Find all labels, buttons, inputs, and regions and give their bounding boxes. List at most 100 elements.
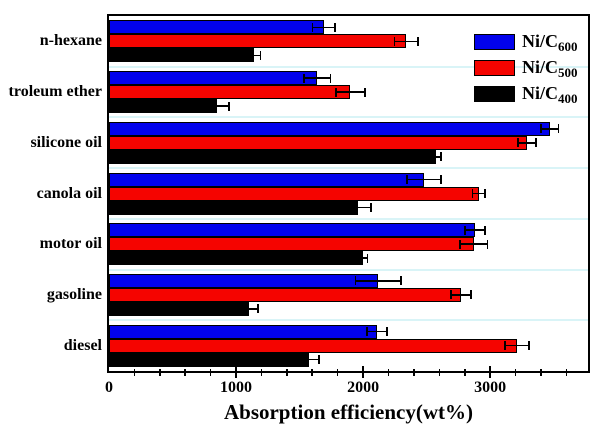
error-bar-cap: [318, 355, 320, 365]
error-bar-cap: [440, 175, 442, 185]
bar: [109, 200, 359, 215]
x-axis-title: Absorption efficiency(wt%): [223, 400, 474, 424]
x-minor-tick: [514, 369, 517, 376]
bar: [109, 251, 364, 266]
error-bar: [429, 156, 442, 158]
x-minor-tick: [286, 369, 288, 376]
legend-label: Ni/C600: [522, 31, 578, 54]
error-bar: [238, 308, 259, 310]
x-minor-tick: [438, 369, 441, 376]
x-minor-tick: [260, 369, 263, 376]
x-tick-label: 3000: [474, 379, 507, 396]
legend-swatch: [474, 85, 515, 102]
legend-swatch: [474, 59, 515, 76]
error-bar-cap: [364, 87, 366, 97]
error-bar: [246, 54, 262, 57]
x-minor-tick: [336, 369, 339, 376]
error-bar: [366, 330, 388, 333]
error-bar: [517, 142, 537, 144]
x-minor-tick: [184, 369, 187, 376]
error-bar-cap: [311, 22, 314, 32]
error-bar-cap: [450, 290, 452, 300]
error-bar: [464, 229, 486, 232]
error-bar-cap: [557, 124, 560, 134]
error-bar: [344, 206, 372, 209]
error-bar: [540, 128, 560, 130]
error-bar-cap: [344, 203, 346, 213]
error-bar-cap: [334, 22, 336, 32]
x-minor-tick: [311, 369, 314, 376]
x-minor-tick: [413, 369, 415, 376]
error-bar: [450, 294, 472, 296]
group-separator-gridline: [109, 268, 588, 271]
error-bar: [354, 280, 402, 282]
error-bar-cap: [484, 225, 486, 235]
x-minor-tick: [540, 369, 542, 376]
legend-item: Ni/C500: [474, 57, 578, 80]
group-separator-gridline: [109, 319, 588, 322]
error-bar: [335, 91, 366, 93]
bar: [109, 121, 550, 136]
error-bar-cap: [298, 355, 300, 365]
category-label: canola oil: [36, 184, 102, 202]
error-bar-cap: [440, 152, 442, 162]
error-bar-cap: [486, 239, 489, 249]
error-bar-cap: [406, 175, 408, 185]
legend: Ni/C600 Ni/C500 Ni/C400: [474, 31, 578, 111]
error-bar: [393, 40, 419, 43]
error-bar-cap: [366, 253, 369, 263]
bar: [109, 20, 324, 35]
error-bar-cap: [517, 138, 520, 148]
x-minor-tick: [209, 369, 212, 376]
bar: [109, 149, 436, 164]
legend-item: Ni/C600: [474, 31, 578, 54]
error-bar-cap: [471, 189, 474, 199]
error-bar-cap: [400, 276, 402, 286]
category-label: n-hexane: [39, 32, 102, 50]
error-bar-cap: [354, 276, 357, 286]
group-separator-gridline: [109, 65, 588, 68]
x-minor-tick: [387, 369, 390, 376]
error-bar-cap: [204, 101, 206, 111]
x-major-tick: [362, 366, 364, 378]
bar: [109, 85, 351, 100]
x-minor-tick: [133, 369, 136, 376]
x-tick-label: 1000: [220, 379, 253, 396]
bar: [109, 301, 249, 316]
category-label: silicone oil: [30, 133, 102, 151]
group-separator-gridline: [109, 167, 588, 170]
x-tick-label: 2000: [347, 379, 380, 396]
bar: [109, 273, 379, 288]
error-bar-cap: [470, 290, 472, 300]
x-major-tick: [489, 366, 491, 378]
bar: [109, 34, 407, 49]
bar: [109, 172, 425, 187]
error-bar-cap: [329, 73, 332, 83]
error-bar-cap: [366, 327, 368, 337]
x-major-tick: [235, 366, 237, 378]
error-bar: [311, 26, 336, 29]
category-label: motor oil: [39, 235, 102, 253]
bar: [109, 223, 475, 238]
bar: [109, 352, 310, 367]
bar: [109, 71, 318, 86]
error-bar-cap: [386, 327, 388, 337]
legend-item: Ni/C400: [474, 83, 578, 106]
error-bar-cap: [228, 101, 230, 111]
group-separator-gridline: [109, 217, 588, 220]
category-label: diesel: [63, 336, 102, 354]
x-minor-tick: [463, 369, 466, 376]
error-bar: [204, 105, 230, 107]
bar: [109, 186, 479, 201]
bar: [109, 287, 461, 302]
x-minor-tick: [159, 369, 161, 376]
legend-label: Ni/C500: [522, 57, 578, 80]
bar: [109, 237, 474, 252]
error-bar-cap: [484, 189, 486, 199]
error-bar: [358, 257, 369, 260]
bar: [109, 48, 254, 63]
error-bar-cap: [358, 253, 360, 263]
error-bar-cap: [370, 203, 372, 213]
bar: [109, 99, 217, 114]
group-separator-gridline: [109, 116, 588, 119]
